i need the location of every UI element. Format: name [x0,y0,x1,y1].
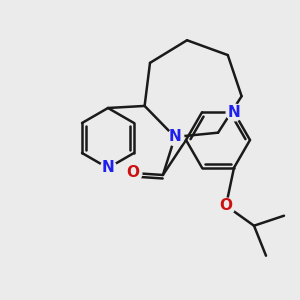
Text: O: O [220,198,232,213]
Text: N: N [228,105,240,120]
Text: O: O [126,166,140,181]
Text: N: N [169,130,181,145]
Text: N: N [102,160,114,175]
